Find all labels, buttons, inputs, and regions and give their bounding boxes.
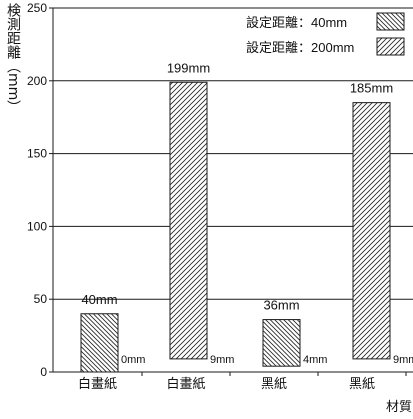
y-tick-label-200: 200 <box>27 74 47 88</box>
x-tick-label-2: 黑紙 <box>261 376 287 391</box>
y-tick-label-100: 100 <box>27 219 47 233</box>
x-tick-label-0: 白畫紙 <box>78 376 117 391</box>
y-tick-label-0: 0 <box>40 365 47 379</box>
legend-swatch-1 <box>376 37 405 56</box>
x-axis-title: 材質 <box>386 399 412 414</box>
legend-label-1: 設定距離：200mm <box>246 40 354 55</box>
y-axis-title: 検測距離（mm） <box>5 3 21 115</box>
bar-top-label-0: 40mm <box>81 292 117 307</box>
y-tick-label-150: 150 <box>27 147 47 161</box>
bar-bottom-label-3: 9mm <box>393 354 413 366</box>
legend-swatch-0 <box>376 12 405 31</box>
y-tick-labels: 0 50 100 150 200 250 <box>27 1 47 379</box>
bar-0 <box>80 313 119 373</box>
legend: 設定距離：40mm 設定距離：200mm <box>246 12 405 56</box>
bar-3 <box>352 102 391 360</box>
bar-bottom-label-0: 0mm <box>121 354 145 366</box>
legend-label-0: 設定距離：40mm <box>246 15 347 30</box>
bar-1 <box>169 81 208 360</box>
bars <box>80 81 391 373</box>
y-tick-label-250: 250 <box>27 1 47 15</box>
bar-top-label-2: 36mm <box>263 298 299 313</box>
y-tick-label-50: 50 <box>34 292 48 306</box>
bar-labels: 40mm 0mm 199mm 9mm 36mm 4mm 185mm 9mm <box>81 60 413 366</box>
x-tick-labels: 白畫紙 白畫紙 黑紙 黑紙 <box>78 376 375 391</box>
bar-bottom-label-2: 4mm <box>303 354 327 366</box>
bar-bottom-label-1: 9mm <box>210 354 234 366</box>
bar-top-label-1: 199mm <box>167 60 210 75</box>
bar-2 <box>262 319 301 367</box>
x-tick-label-3: 黑紙 <box>349 376 375 391</box>
x-tick-label-1: 白畫紙 <box>166 376 205 391</box>
bar-top-label-3: 185mm <box>350 81 393 96</box>
